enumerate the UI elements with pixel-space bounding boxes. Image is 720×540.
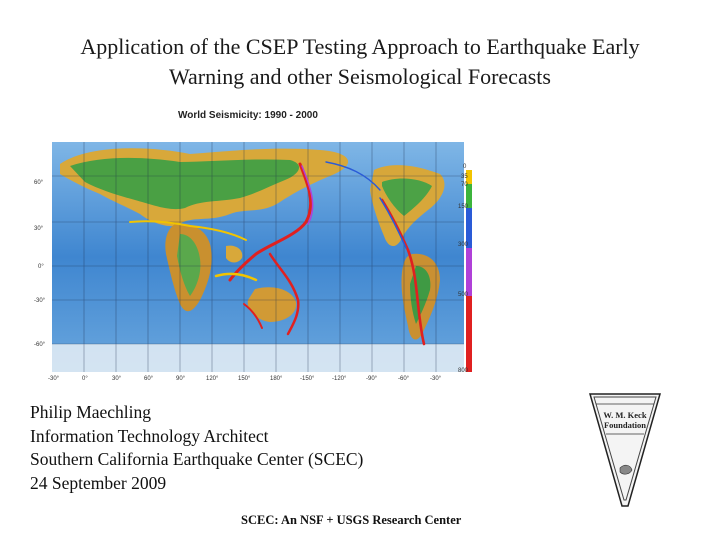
depth-label: 0	[463, 164, 467, 170]
lon-label: 120°	[206, 376, 219, 382]
seismicity-map-graphic	[52, 142, 472, 372]
title-line-2: Warning and other Seismological Forecast…	[169, 64, 551, 89]
lon-label: -120°	[332, 376, 347, 382]
lon-label: 180°	[270, 376, 283, 382]
presenter-name: Philip Maechling	[30, 402, 152, 422]
depth-label: 150	[458, 204, 469, 210]
lon-label: -90°	[366, 376, 378, 382]
lon-label: -150°	[300, 376, 315, 382]
lat-label: -30°	[34, 298, 46, 304]
lat-label: 60°	[34, 180, 44, 186]
map-credit: © by K. Wessel, GeoScience World Center	[62, 465, 157, 471]
keck-foundation-logo: W. M. Keck Foundation	[584, 390, 666, 510]
depth-label: 300	[458, 242, 469, 248]
lon-label: -30°	[48, 376, 60, 382]
lat-label: 0°	[38, 264, 44, 270]
lon-label: -30°	[430, 376, 442, 382]
map-grid	[52, 142, 464, 372]
footer-text: SCEC: An NSF + USGS Research Center	[241, 513, 462, 527]
depth-label: 800	[458, 368, 469, 374]
seismic-belts	[129, 161, 426, 346]
title-line-1: Application of the CSEP Testing Approach…	[80, 34, 640, 59]
lat-label: 30°	[34, 226, 44, 232]
presenter-organization: Southern California Earthquake Center (S…	[30, 449, 364, 469]
lon-label: 90°	[176, 376, 186, 382]
world-seismicity-map: World Seismicity: 1990 - 2000 60° 30° 0°…	[30, 104, 480, 471]
presentation-date: 24 September 2009	[30, 472, 167, 493]
keck-logo-shield	[589, 393, 661, 507]
lon-label: 30°	[112, 376, 122, 382]
presenter-role: Information Technology Architect	[30, 425, 269, 446]
logo-line-1: W. M. Keck	[603, 410, 647, 420]
depth-legend	[466, 170, 472, 372]
map-title: World Seismicity: 1990 - 2000	[178, 110, 318, 121]
depth-label: 500	[458, 292, 469, 298]
landmasses	[52, 148, 464, 372]
slide-title: Application of the CSEP Testing Approach…	[40, 32, 680, 92]
lon-label: 0°	[82, 376, 88, 382]
lon-label: 60°	[144, 376, 154, 382]
lon-label: -60°	[398, 376, 410, 382]
lon-label: 150°	[238, 376, 251, 382]
lat-label: -60°	[34, 342, 46, 348]
logo-line-2: Foundation	[603, 420, 647, 430]
depth-label: 35	[461, 174, 468, 180]
depth-label: 70	[461, 182, 468, 188]
presenter-block: Philip Maechling Information Technology …	[30, 401, 363, 495]
